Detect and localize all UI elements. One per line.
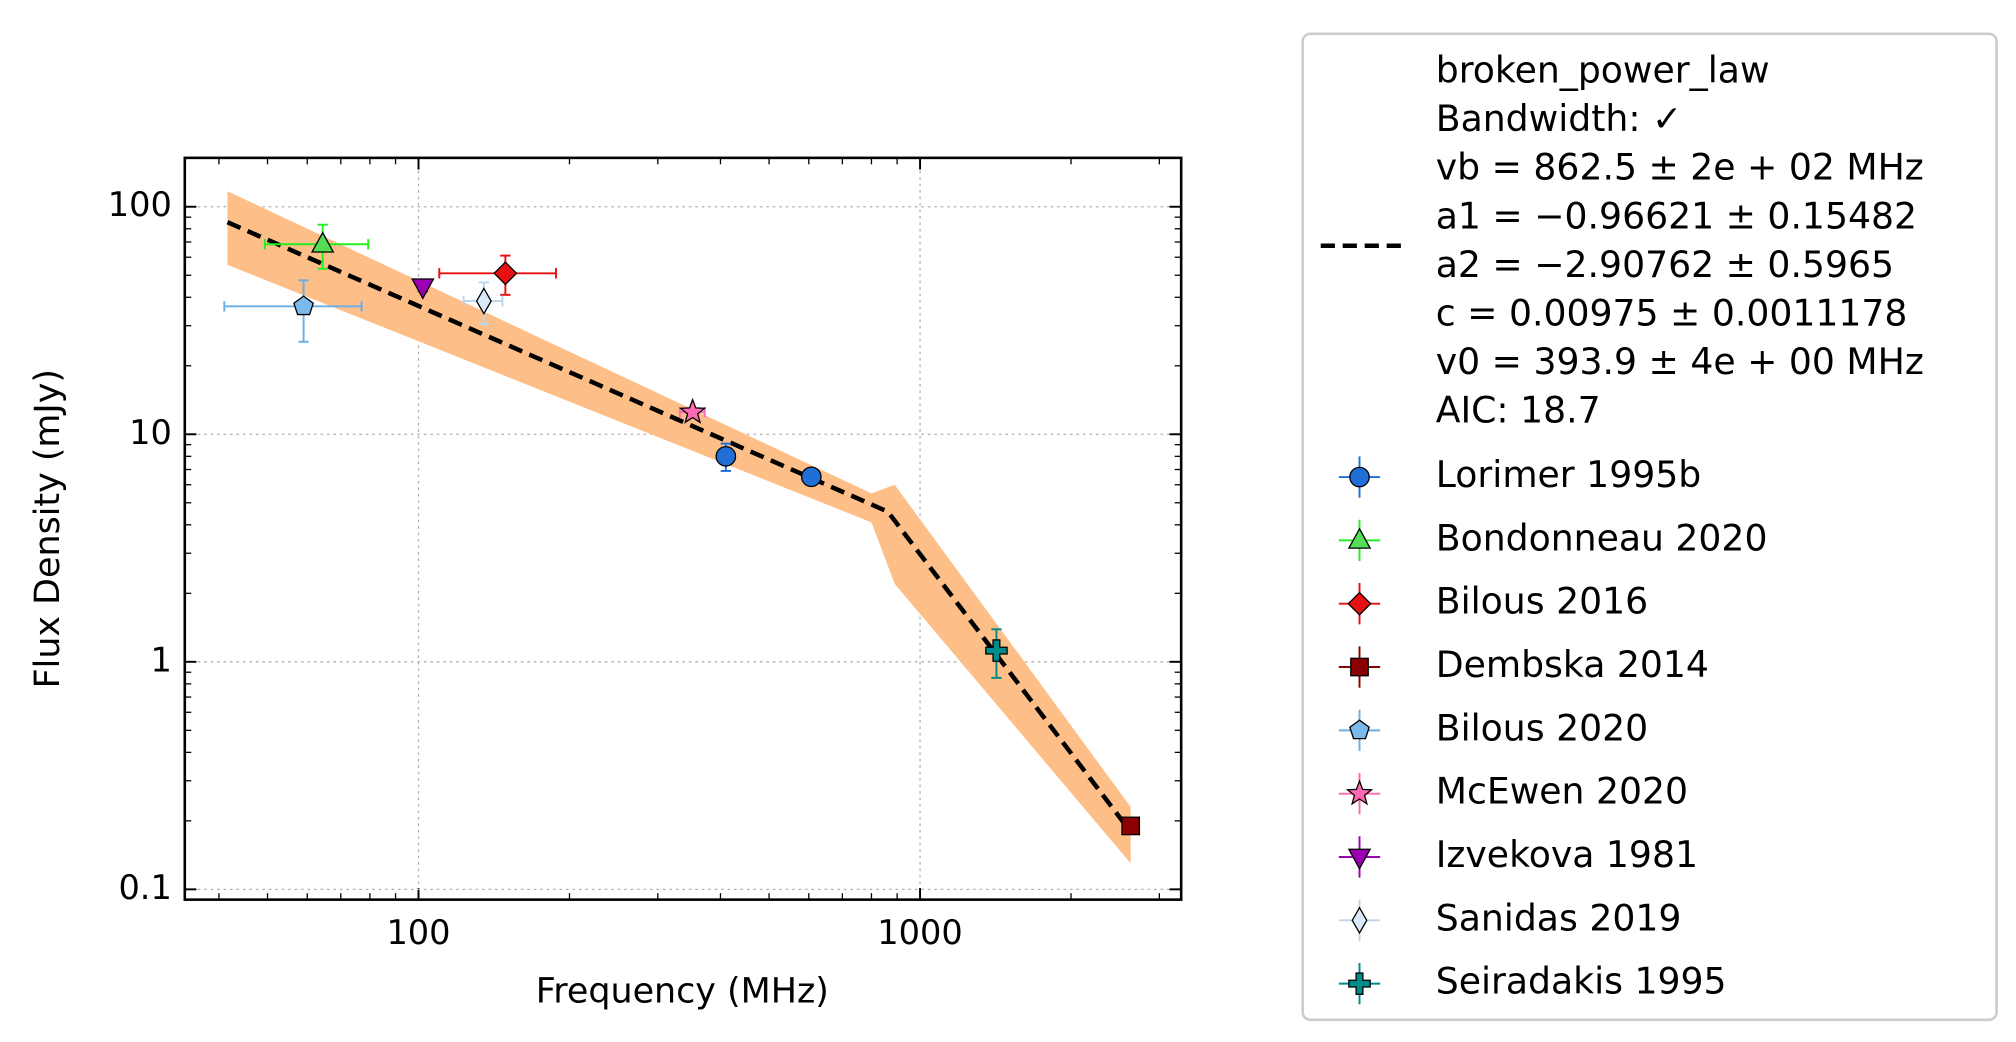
legend-marker xyxy=(1347,591,1372,616)
marker xyxy=(985,639,1008,662)
y-tick-label: 1 xyxy=(151,640,172,679)
legend-box xyxy=(1301,32,1998,1022)
legend-label: McEwen 2020 xyxy=(1436,770,1688,813)
legend-marker xyxy=(1347,848,1372,870)
marker xyxy=(475,287,492,315)
legend-marker xyxy=(1347,527,1372,549)
x-axis-label: Frequency (MHz) xyxy=(536,972,829,1012)
legend-label: Bilous 2020 xyxy=(1436,706,1648,749)
legend-marker xyxy=(1349,466,1370,488)
y-tick-label: 0.1 xyxy=(118,868,171,907)
legend-label: Izvekova 1981 xyxy=(1436,833,1698,876)
legend-fit-label: AIC: 18.7 xyxy=(1436,389,1601,432)
x-tick-label: 100 xyxy=(386,913,450,952)
legend-label: Lorimer 1995b xyxy=(1436,453,1701,496)
legend-marker xyxy=(1349,719,1370,740)
y-tick-label: 100 xyxy=(108,185,172,224)
marker xyxy=(715,445,737,467)
legend-label: Bondonneau 2020 xyxy=(1436,516,1768,559)
y-tick-label: 10 xyxy=(129,413,172,452)
marker xyxy=(411,278,435,300)
legend-fit-label: a1 = −0.96621 ± 0.15482 xyxy=(1436,194,1917,237)
legend-marker xyxy=(1345,779,1374,806)
marker xyxy=(293,295,315,316)
legend-label: Seiradakis 1995 xyxy=(1436,960,1727,1003)
legend-fit-label: broken_power_law xyxy=(1436,49,1770,92)
marker xyxy=(310,231,335,253)
fit-line xyxy=(226,220,1133,834)
x-tick-label: 1000 xyxy=(877,913,963,952)
marker xyxy=(678,397,707,424)
legend-fit-label: c = 0.00975 ± 0.0011178 xyxy=(1436,292,1908,335)
legend-marker xyxy=(1351,906,1368,935)
marker xyxy=(493,261,518,286)
marker xyxy=(800,466,822,488)
fit-band xyxy=(227,191,1131,864)
legend-marker xyxy=(1348,972,1371,995)
plot-frame xyxy=(183,156,1183,901)
legend-fit-label: a2 = −2.90762 ± 0.5965 xyxy=(1436,243,1894,286)
legend-marker xyxy=(1350,657,1369,677)
marker xyxy=(1121,816,1141,836)
legend-fit-label: v0 = 393.9 ± 4e + 00 MHz xyxy=(1436,340,1924,383)
legend-label: Sanidas 2019 xyxy=(1436,896,1682,939)
legend-label: Dembska 2014 xyxy=(1436,643,1709,686)
legend-fit-label: vb = 862.5 ± 2e + 02 MHz xyxy=(1436,146,1924,189)
y-axis-label: Flux Density (mJy) xyxy=(28,369,68,688)
legend-label: Bilous 2016 xyxy=(1436,580,1648,623)
legend-fit-label: Bandwidth: ✓ xyxy=(1436,97,1683,140)
